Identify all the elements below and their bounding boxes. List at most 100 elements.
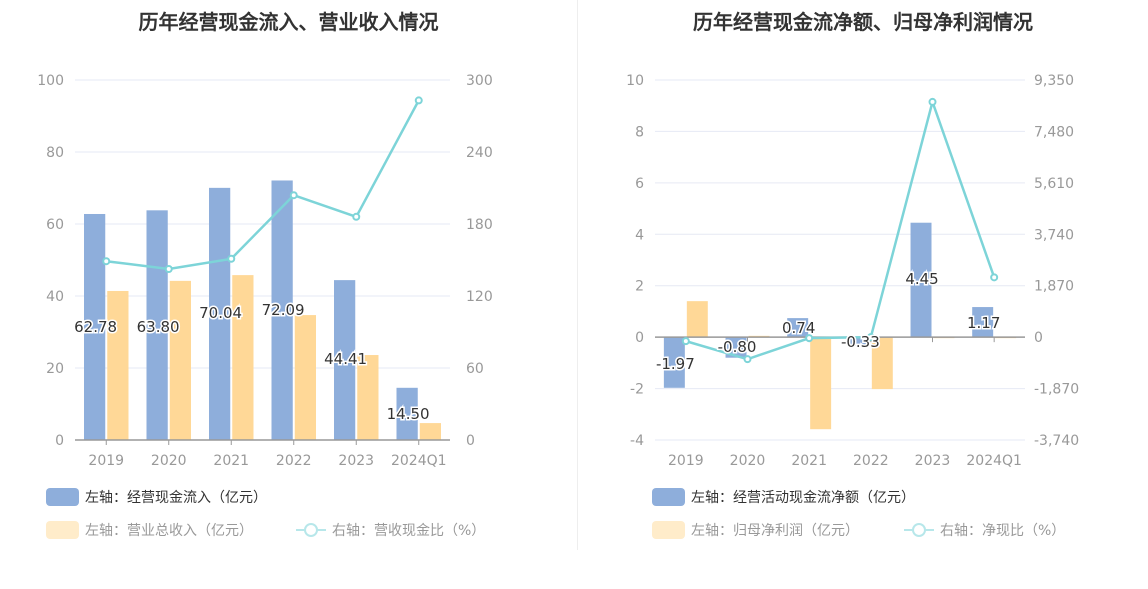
bar-data-label: 0.74 <box>782 319 815 337</box>
right-axis-tick-label: 0 <box>466 433 475 449</box>
x-axis-tick-label: 2022 <box>853 453 889 469</box>
bar <box>84 213 106 440</box>
bar-data-label: 63.80 <box>137 318 180 336</box>
bar-data-label: 72.09 <box>262 301 305 319</box>
bar <box>787 318 809 338</box>
legend-item-net-profit[interactable]: 左轴：归母净利润（亿元） <box>652 520 859 540</box>
legend-swatch <box>652 521 685 539</box>
divider <box>577 0 578 550</box>
left-axis-tick-label: 10 <box>626 73 644 89</box>
bar-data-label: 70.04 <box>199 304 242 322</box>
legend-swatch <box>652 488 685 506</box>
line-point <box>805 334 814 343</box>
x-axis-tick-label: 2024Q1 <box>391 453 447 469</box>
line-point <box>164 265 173 273</box>
net-cash-profit-panel: 历年经营现金流净额、归母净利润情况 -4 -2 0 2 4 6 8 10 -3,740 -1,87… <box>578 0 1148 589</box>
line-point <box>928 97 937 106</box>
legend-label: 左轴：经营现金流入（亿元） <box>85 490 267 506</box>
right-axis-tick-label: 60 <box>466 361 484 377</box>
bar-data-label: 1.17 <box>967 314 1000 332</box>
x-axis-tick-label: 2019 <box>88 453 124 469</box>
x-axis-tick-label: 2024Q1 <box>966 453 1022 469</box>
line-point <box>227 254 236 263</box>
left-axis-tick-label: 80 <box>46 145 64 161</box>
legend-label: 右轴：营收现金比（%） <box>332 523 486 539</box>
right-axis-tick-label: -1,870 <box>1034 382 1079 398</box>
right-axis-tick-label: 0 <box>1034 330 1043 346</box>
left-axis-tick-label: 0 <box>635 330 644 346</box>
left-axis-tick-label: 20 <box>46 361 64 377</box>
chart-title: 历年经营现金流净额、归母净利润情况 <box>693 10 1033 34</box>
line-point <box>990 273 999 282</box>
line-point <box>743 355 752 364</box>
right-axis-tick-label: 120 <box>466 289 493 305</box>
bar <box>357 355 379 440</box>
bar-data-label: -1.97 <box>656 355 695 373</box>
right-axis-tick-label: -3,740 <box>1034 433 1079 449</box>
bar-data-label: 4.45 <box>905 270 938 288</box>
legend-swatch <box>46 488 79 506</box>
cash-inflow-revenue-chart: 0 20 40 60 80 100 0 60 120 180 240 300 2019 2020 2021 2… <box>37 73 493 469</box>
bar <box>663 337 685 388</box>
bar-data-label: -0.80 <box>718 338 757 356</box>
chart-title: 历年经营现金流入、营业收入情况 <box>138 10 439 34</box>
bar <box>107 290 129 440</box>
bar <box>396 387 418 440</box>
right-axis-tick-label: 1,870 <box>1034 279 1074 295</box>
right-axis-tick-label: 240 <box>466 145 493 161</box>
x-axis-tick-label: 2021 <box>213 453 249 469</box>
bar-data-label: 44.41 <box>324 350 367 368</box>
net-cash-profit-chart: -4 -2 0 2 4 6 8 10 -3,740 -1,870 0 1,870 3,740 5,610 7… <box>626 73 1079 469</box>
right-axis-tick-label: 5,610 <box>1034 176 1074 192</box>
legend-item-net-cash-flow[interactable]: 左轴：经营活动现金流净额（亿元） <box>652 487 915 507</box>
bar-data-label: 14.50 <box>387 405 430 423</box>
bar <box>334 280 356 440</box>
right-axis-tick-label: 9,350 <box>1034 73 1074 89</box>
legend-item-cash-ratio[interactable]: 右轴：营收现金比（%） <box>296 520 485 540</box>
x-axis-tick-label: 2020 <box>151 453 187 469</box>
legend-label: 左轴：经营活动现金流净额（亿元） <box>691 490 915 506</box>
bar <box>810 337 832 430</box>
cash-inflow-revenue-panel: 历年经营现金流入、营业收入情况 0 20 40 60 80 100 0 60 120 180 240… <box>37 10 493 540</box>
series-line <box>106 99 420 271</box>
line-marker-icon <box>904 523 934 537</box>
legend-label: 左轴：归母净利润（亿元） <box>691 523 859 539</box>
legend-item-cash-inflow[interactable]: 左轴：经营现金流入（亿元） <box>46 487 267 507</box>
legend-item-net-cash-ratio[interactable]: 右轴：净现比（%） <box>904 520 1065 540</box>
left-axis-tick-label: 6 <box>635 176 644 192</box>
right-axis-tick-label: 180 <box>466 217 493 233</box>
bar <box>910 222 932 338</box>
bar-data-label: 62.78 <box>74 318 117 336</box>
left-axis-tick-label: 60 <box>46 217 64 233</box>
bar <box>972 307 994 338</box>
bar <box>725 337 747 358</box>
left-axis-tick-label: 8 <box>635 124 644 140</box>
right-axis-tick-label: 7,480 <box>1034 124 1074 140</box>
legend-label: 左轴：营业总收入（亿元） <box>85 523 253 539</box>
bar <box>871 337 893 390</box>
left-axis-tick-label: 2 <box>635 279 644 295</box>
left-axis-tick-label: -2 <box>630 382 644 398</box>
bar <box>169 280 191 440</box>
line-point <box>289 191 298 200</box>
line-point <box>414 96 423 105</box>
line-point <box>102 257 111 266</box>
series-line <box>685 97 996 361</box>
left-axis-tick-label: 0 <box>55 433 64 449</box>
legend-label: 右轴：净现比（%） <box>940 523 1066 539</box>
left-axis-tick-label: 40 <box>46 289 64 305</box>
legend-swatch <box>46 521 79 539</box>
x-axis-tick-label: 2020 <box>730 453 766 469</box>
bar <box>232 275 254 440</box>
line-point <box>866 333 875 342</box>
left-axis-tick-label: 4 <box>635 227 644 243</box>
line-point <box>681 337 690 346</box>
bar <box>848 337 870 346</box>
bar-data-label: -0.33 <box>841 333 880 351</box>
x-axis-tick-label: 2019 <box>668 453 704 469</box>
line-marker-icon <box>296 523 326 537</box>
legend-item-revenue[interactable]: 左轴：营业总收入（亿元） <box>46 520 253 540</box>
line-point <box>352 212 361 221</box>
bar <box>209 187 231 440</box>
